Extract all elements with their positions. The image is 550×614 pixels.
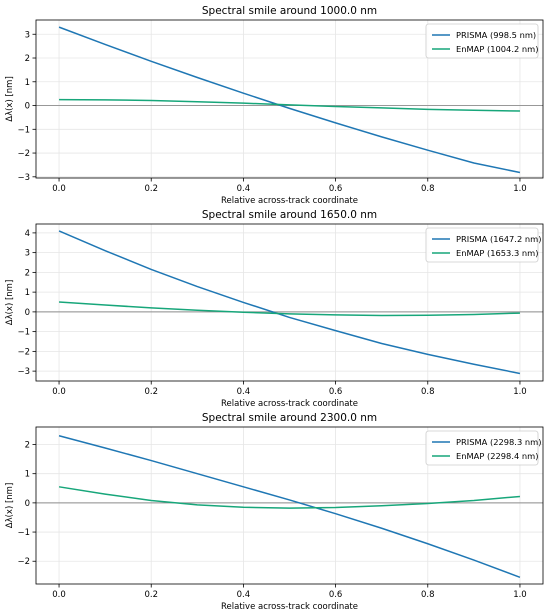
legend-box	[425, 430, 539, 466]
x-tick-label: 0.4	[237, 184, 251, 194]
chart-title: Spectral smile around 2300.0 nm	[202, 412, 377, 424]
y-tick-label: −1	[17, 528, 30, 538]
legend-entry: PRISMA (2298.3 nm)	[456, 437, 541, 447]
x-tick-label: 0.4	[237, 590, 251, 600]
axes-frame	[35, 426, 544, 585]
x-axis-label: Relative across-track coordinate	[221, 602, 358, 612]
y-tick-label: 1	[25, 78, 30, 88]
series-line-1	[58, 26, 521, 174]
y-tick-label: −1	[17, 328, 30, 338]
chart-title: Spectral smile around 1000.0 nm	[202, 5, 377, 17]
x-tick-label: 0.8	[421, 387, 435, 397]
x-tick-label: 0.6	[329, 387, 343, 397]
x-tick-label: 0.0	[52, 590, 66, 600]
series-line-1	[58, 230, 521, 375]
y-tick-label: 2	[25, 441, 30, 451]
legend-box	[425, 227, 539, 263]
series-line-2	[58, 486, 521, 509]
y-tick-label: −2	[17, 149, 30, 159]
x-tick-label: 1.0	[513, 184, 527, 194]
y-tick-label: 4	[25, 229, 30, 239]
legend-box	[425, 23, 539, 59]
y-tick-label: 0	[25, 102, 30, 112]
y-axis-label: Δλ(x) [nm]	[5, 76, 15, 122]
x-tick-label: 0.8	[421, 590, 435, 600]
x-tick-label: 0.2	[144, 184, 158, 194]
y-tick-label: 2	[25, 54, 30, 64]
legend: PRISMA (2298.3 nm) EnMAP (2298.4 nm)	[425, 430, 541, 466]
x-tick-label: 0.4	[237, 387, 251, 397]
y-tick-label: 2	[25, 268, 30, 278]
y-tick-label: 3	[25, 30, 30, 40]
x-tick-label: 0.2	[144, 590, 158, 600]
chart-panel-1: 0.0 0.2 0.4 0.6 0.8 1.0 −3 −2 −1 0 1 2 3 Spectral smi…	[5, 5, 544, 206]
chart-panel-2: 0.0 0.2 0.4 0.6 0.8 1.0 −3 −2 −1 0 1 2 3 4 Spectral sm…	[5, 209, 544, 409]
y-tick-label: 1	[25, 470, 30, 480]
y-axis-label: Δλ(x) [nm]	[5, 483, 15, 529]
series-line-2	[59, 98, 520, 112]
series-line-2	[59, 301, 520, 317]
y-tick-label: −2	[17, 557, 30, 567]
legend-entry: EnMAP (2298.4 nm)	[456, 451, 538, 461]
y-tick-label: −2	[17, 347, 30, 357]
y-tick-label: −3	[17, 173, 30, 183]
x-tick-label: 1.0	[513, 387, 527, 397]
legend-entry: PRISMA (1647.2 nm)	[456, 234, 541, 244]
axes-frame	[35, 223, 544, 382]
y-tick-label: −3	[17, 367, 30, 377]
y-tick-label: 0	[25, 308, 30, 318]
x-tick-label: 0.2	[144, 387, 158, 397]
y-tick-label: −1	[17, 125, 30, 135]
legend-entry: EnMAP (1653.3 nm)	[456, 248, 538, 258]
y-tick-label: 1	[25, 288, 30, 298]
y-tick-label: 0	[25, 499, 30, 509]
x-tick-label: 1.0	[513, 590, 527, 600]
x-tick-label: 0.0	[52, 387, 66, 397]
legend: PRISMA (1647.2 nm) EnMAP (1653.3 nm)	[425, 227, 541, 263]
x-tick-label: 0.0	[52, 184, 66, 194]
y-axis-label: Δλ(x) [nm]	[5, 280, 15, 326]
x-tick-label: 0.6	[329, 590, 343, 600]
x-axis-label: Relative across-track coordinate	[221, 196, 358, 206]
x-axis-label: Relative across-track coordinate	[221, 399, 358, 409]
legend-entry: EnMAP (1004.2 nm)	[456, 44, 538, 54]
x-tick-label: 0.8	[421, 184, 435, 194]
axes-frame	[35, 19, 544, 179]
legend: PRISMA (998.5 nm) EnMAP (1004.2 nm)	[425, 23, 539, 59]
y-tick-label: 3	[25, 249, 30, 259]
chart-panel-3: 0.0 0.2 0.4 0.6 0.8 1.0 −2 −1 0 1 2 Spectral smile …	[5, 412, 544, 612]
chart-title: Spectral smile around 1650.0 nm	[202, 209, 377, 221]
legend-entry: PRISMA (998.5 nm)	[456, 30, 536, 40]
x-tick-label: 0.6	[329, 184, 343, 194]
series-line-1	[58, 435, 521, 578]
